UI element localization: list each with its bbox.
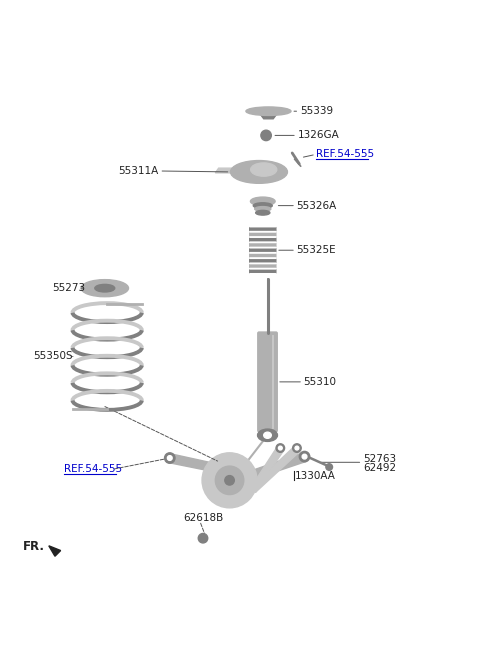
Circle shape [278, 446, 282, 450]
FancyBboxPatch shape [249, 248, 276, 253]
Circle shape [295, 446, 299, 450]
Polygon shape [167, 454, 222, 473]
Ellipse shape [251, 163, 277, 176]
Circle shape [300, 451, 310, 462]
Circle shape [168, 456, 172, 461]
Circle shape [326, 464, 333, 470]
FancyBboxPatch shape [249, 227, 276, 232]
Ellipse shape [251, 197, 275, 206]
Text: 55273: 55273 [52, 283, 85, 293]
Polygon shape [251, 453, 306, 479]
Text: 55350S: 55350S [33, 351, 72, 361]
Text: 62492: 62492 [363, 463, 396, 472]
FancyBboxPatch shape [249, 237, 276, 242]
Text: 1326GA: 1326GA [298, 130, 339, 141]
Text: 1330AA: 1330AA [295, 470, 336, 480]
FancyBboxPatch shape [249, 269, 276, 274]
Circle shape [293, 443, 301, 452]
Ellipse shape [264, 432, 271, 438]
FancyBboxPatch shape [249, 232, 276, 237]
Text: FR.: FR. [23, 540, 45, 553]
Polygon shape [251, 447, 283, 492]
FancyBboxPatch shape [249, 242, 276, 248]
FancyBboxPatch shape [257, 331, 278, 432]
Text: REF.54-555: REF.54-555 [64, 464, 122, 474]
Polygon shape [251, 447, 300, 492]
Circle shape [216, 466, 244, 495]
Circle shape [276, 443, 285, 452]
Text: 55325E: 55325E [297, 245, 336, 255]
Ellipse shape [255, 206, 271, 212]
Circle shape [225, 476, 234, 485]
Ellipse shape [81, 280, 129, 297]
Polygon shape [49, 546, 60, 556]
Ellipse shape [230, 160, 288, 183]
Text: 55339: 55339 [300, 106, 333, 116]
FancyBboxPatch shape [249, 258, 276, 263]
Ellipse shape [95, 284, 115, 292]
Ellipse shape [256, 210, 270, 215]
Ellipse shape [246, 107, 291, 116]
Text: 52763: 52763 [363, 454, 396, 464]
Text: 55326A: 55326A [297, 200, 336, 211]
Ellipse shape [253, 203, 272, 208]
Circle shape [302, 454, 307, 459]
Text: REF.54-555: REF.54-555 [316, 149, 374, 160]
Circle shape [198, 533, 208, 543]
Circle shape [202, 453, 257, 508]
FancyBboxPatch shape [249, 263, 276, 269]
Text: 55311A: 55311A [119, 166, 159, 176]
Polygon shape [258, 111, 279, 119]
Circle shape [261, 130, 271, 141]
Ellipse shape [258, 429, 277, 442]
Polygon shape [216, 168, 238, 173]
Text: 62618B: 62618B [183, 513, 223, 523]
FancyBboxPatch shape [249, 253, 276, 258]
Text: 55310: 55310 [303, 377, 336, 387]
Circle shape [165, 453, 175, 463]
